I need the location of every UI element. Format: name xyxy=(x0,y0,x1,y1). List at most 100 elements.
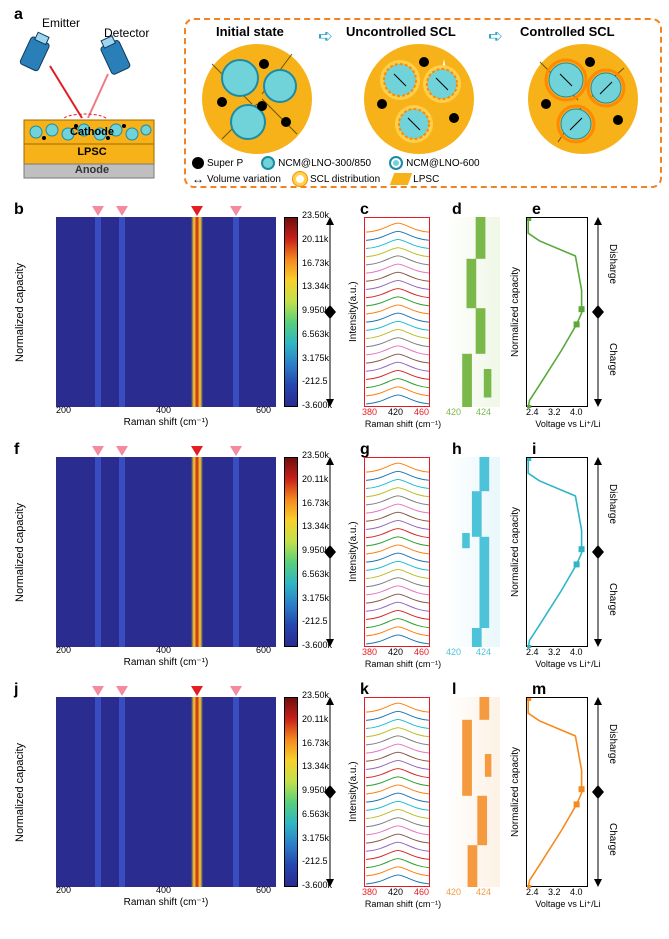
state-circle-2 xyxy=(528,44,638,154)
sp-ylabel: Intensity(a.u.) xyxy=(348,457,360,647)
vc-side-top: Disharge xyxy=(606,697,618,792)
hm-xtick: 400 xyxy=(156,885,171,895)
vc-xtick: 4.0 xyxy=(570,407,583,417)
heatmap-sidestripe xyxy=(119,697,125,887)
vc-xtick: 4.0 xyxy=(570,647,583,657)
states-box: Initial state ➪ Uncontrolled SCL ➪ Contr… xyxy=(184,18,662,188)
hm-xtick: 600 xyxy=(256,405,271,415)
hm-xtick: 400 xyxy=(156,405,171,415)
colorbar xyxy=(284,457,298,647)
heatmap-sidestripe xyxy=(119,457,125,647)
hm-ylabel: Normalized capacity xyxy=(14,697,28,887)
vc-xlabel: Voltage vs Li⁺/Li xyxy=(518,419,618,430)
legend-row-1: Super P NCM@LNO-300/850 NCM@LNO-600 xyxy=(192,156,660,170)
hm-xtick: 400 xyxy=(156,645,171,655)
sp-xtick: 460 xyxy=(414,887,429,897)
legend-vol: ↔Volume variation xyxy=(192,172,281,186)
hm-xlabel: Raman shift (cm⁻¹) xyxy=(56,897,276,908)
strip-l xyxy=(446,697,500,887)
heatmap-canvas xyxy=(56,457,276,647)
heatmap-marker xyxy=(116,206,128,216)
heatmap-mainstripe xyxy=(191,697,203,887)
state-title-0: Initial state xyxy=(216,24,284,39)
heatmap-sidestripe xyxy=(119,217,125,407)
strip-xtick: 424 xyxy=(476,407,491,417)
sp-ylabel: Intensity(a.u.) xyxy=(348,217,360,407)
vc-side-arrow xyxy=(592,697,604,887)
state-title-1: Uncontrolled SCL xyxy=(346,24,456,39)
heatmap-j: j 23.50k20.11k16.73k13.34k9.950k6.563k3.… xyxy=(8,685,344,915)
hm-ylabel: Normalized capacity xyxy=(14,217,28,407)
legend-scl: SCL distribution xyxy=(293,172,380,186)
hm-xlabel: Raman shift (cm⁻¹) xyxy=(56,417,276,428)
heatmap-b: b 23.50k20.11k16.73k13.34k9.950k6.563k3.… xyxy=(8,205,344,435)
strip-xtick: 420 xyxy=(446,647,461,657)
heatmap-sidestripe xyxy=(95,217,101,407)
state-arrow-1: ➪ xyxy=(488,26,503,47)
vc-xtick: 3.2 xyxy=(548,407,561,417)
legend-vol-label: Volume variation xyxy=(207,174,281,185)
legend-superp-label: Super P xyxy=(207,158,243,169)
strip-xtick: 424 xyxy=(476,887,491,897)
sp-xtick: 460 xyxy=(414,407,429,417)
vcurve-i xyxy=(526,457,588,647)
sp-xlabel: Raman shift (cm⁻¹) xyxy=(348,659,458,670)
layer-lpsc: LPSC xyxy=(62,146,122,158)
vc-side-bot: Charge xyxy=(606,792,618,887)
hm-xtick: 600 xyxy=(256,885,271,895)
legend-lpsc-label: LPSC xyxy=(413,174,439,185)
heatmap-mainstripe xyxy=(191,217,203,407)
vc-side-top: Disharge xyxy=(606,217,618,312)
vc-ylabel: Normalized capacity xyxy=(510,217,522,407)
hm-xtick: 200 xyxy=(56,645,71,655)
vc-side-arrow xyxy=(592,457,604,647)
heatmap-canvas xyxy=(56,217,276,407)
hm-ylabel: Normalized capacity xyxy=(14,457,28,647)
sp-xtick: 380 xyxy=(362,647,377,657)
legend-ncm2: NCM@LNO-600 xyxy=(389,156,480,170)
heatmap-marker xyxy=(230,686,242,696)
sp-xticks: 380420460 xyxy=(362,887,428,897)
sp-xtick: 420 xyxy=(388,647,403,657)
heatmap-sidestripe xyxy=(233,697,239,887)
heatmap-marker xyxy=(92,686,104,696)
vc-side-bot: Charge xyxy=(606,552,618,647)
sp-xtick: 420 xyxy=(388,887,403,897)
vc-side-arrow xyxy=(592,217,604,407)
vc-xtick: 2.4 xyxy=(526,887,539,897)
hm-xtick: 200 xyxy=(56,405,71,415)
strip-xtick: 420 xyxy=(446,887,461,897)
vcurve-e xyxy=(526,217,588,407)
vc-xtick: 2.4 xyxy=(526,407,539,417)
heatmap-marker xyxy=(116,686,128,696)
heatmap-marker xyxy=(230,206,242,216)
state-title-2: Controlled SCL xyxy=(520,24,615,39)
sp-xtick: 380 xyxy=(362,407,377,417)
spectra-k xyxy=(364,697,430,887)
layer-cathode: Cathode xyxy=(62,126,122,138)
vc-xlabel: Voltage vs Li⁺/Li xyxy=(518,899,618,910)
strip-d xyxy=(446,217,500,407)
spectra-c xyxy=(364,217,430,407)
vc-side-bot: Charge xyxy=(606,312,618,407)
state-circle-0 xyxy=(202,44,312,154)
legend-ncm1: NCM@LNO-300/850 xyxy=(261,156,371,170)
vcurve-m xyxy=(526,697,588,887)
heatmap-sidestripe xyxy=(95,457,101,647)
sp-xticks: 380 420 460 xyxy=(362,647,428,657)
vc-ylabel: Normalized capacity xyxy=(510,697,522,887)
heatmap-marker xyxy=(92,206,104,216)
legend-ncm2-label: NCM@LNO-600 xyxy=(406,158,480,169)
colorbar xyxy=(284,697,298,887)
strip-xtick: 420 xyxy=(446,407,461,417)
state-circle-1 xyxy=(364,44,474,154)
heatmap-marker xyxy=(191,206,203,216)
strip-xtick: 424 xyxy=(476,647,491,657)
colorbar xyxy=(284,217,298,407)
sp-xticks: 380420460 xyxy=(362,407,428,417)
heatmap-sidestripe xyxy=(95,697,101,887)
hm-xtick: 600 xyxy=(256,645,271,655)
strip-h xyxy=(446,457,500,647)
state-arrow-0: ➪ xyxy=(318,26,333,47)
sp-xtick: 460 xyxy=(414,647,429,657)
